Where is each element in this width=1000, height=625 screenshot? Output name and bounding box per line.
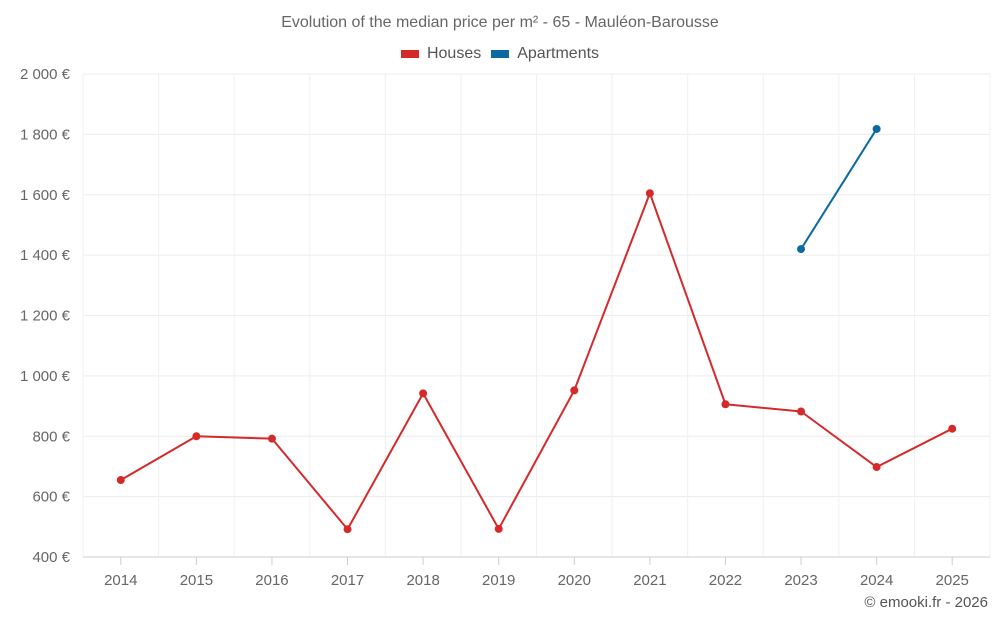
x-tick-label: 2023: [784, 572, 817, 589]
x-tick-label: 2022: [709, 572, 742, 589]
data-point-houses: [797, 407, 806, 416]
data-point-apartments: [872, 124, 881, 133]
y-tick-label: 800 €: [32, 428, 70, 445]
data-point-houses: [721, 400, 730, 409]
y-tick-label: 1 200 €: [20, 308, 71, 325]
series-line-houses: [120, 192, 953, 531]
y-tick-label: 1 600 €: [20, 187, 71, 204]
x-tick-label: 2014: [104, 572, 137, 589]
legend-swatch-houses: [400, 50, 419, 58]
x-tick-label: 2016: [255, 572, 288, 589]
credit-text: © emooki.fr - 2026: [864, 594, 988, 611]
legend-label-houses: Houses: [426, 45, 482, 62]
data-point-houses: [192, 432, 201, 441]
data-point-houses: [343, 525, 352, 534]
data-point-houses: [267, 434, 276, 443]
x-tick-label: 2021: [633, 572, 666, 589]
x-tick-label: 2025: [936, 572, 969, 589]
x-tick-label: 2020: [558, 572, 591, 589]
data-point-houses: [872, 463, 881, 472]
x-tick-label: 2019: [482, 572, 515, 589]
data-point-houses: [494, 524, 503, 533]
x-tick-label: 2017: [331, 572, 364, 589]
series: [116, 124, 957, 534]
data-point-houses: [419, 389, 428, 398]
y-tick-label: 1 000 €: [20, 368, 71, 385]
y-tick-label: 1 800 €: [20, 126, 71, 143]
y-tick-label: 600 €: [32, 489, 70, 506]
legend-item-apartments[interactable]: Apartments: [491, 45, 599, 63]
data-point-houses: [948, 424, 957, 433]
data-point-apartments: [797, 245, 806, 254]
x-tick-label: 2015: [180, 572, 213, 589]
data-point-houses: [116, 476, 125, 485]
y-tick-label: 1 400 €: [20, 247, 71, 264]
x-tick-label: 2024: [860, 572, 893, 589]
y-tick-label: 400 €: [32, 549, 70, 566]
axes: 400 € 600 € 800 € 1 000 € 1 200 € 1 400 € 1 60…: [20, 66, 990, 589]
chart-title: Evolution of the median price per m² - 6…: [281, 14, 719, 31]
legend-item-houses[interactable]: Houses: [400, 45, 482, 63]
data-point-houses: [570, 386, 579, 395]
legend-swatch-apartments: [491, 50, 510, 58]
y-tick-label: 2 000 €: [20, 66, 71, 83]
series-line-apartments: [800, 128, 878, 250]
data-point-houses: [645, 189, 654, 198]
legend-label-apartments: Apartments: [517, 45, 600, 62]
x-tick-label: 2018: [406, 572, 439, 589]
grid: [82, 73, 991, 558]
legend: Houses Apartments: [0, 45, 1000, 63]
